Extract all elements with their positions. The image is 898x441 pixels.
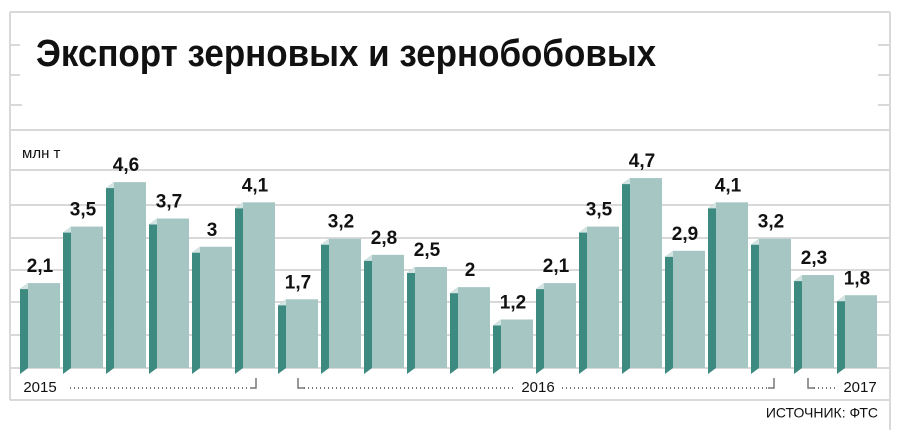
bar-side xyxy=(622,178,630,374)
period-bracket xyxy=(807,378,814,389)
bar-side xyxy=(149,218,157,374)
value-label: 3 xyxy=(207,220,218,241)
value-label: 2,9 xyxy=(672,224,698,245)
value-label: 2,3 xyxy=(801,248,827,269)
period-label: 2016 xyxy=(521,379,554,396)
bar xyxy=(71,226,103,368)
bar xyxy=(243,202,275,368)
bar xyxy=(329,238,361,368)
bar-side xyxy=(579,226,587,374)
bar xyxy=(28,283,60,368)
period-label: 2015 xyxy=(23,379,56,396)
bar xyxy=(802,275,834,368)
value-label: 2,5 xyxy=(414,240,441,261)
bar-side xyxy=(20,283,28,374)
value-label: 4,7 xyxy=(629,151,655,172)
value-label: 1,2 xyxy=(500,293,526,314)
value-label: 3,5 xyxy=(70,200,97,221)
value-label: 1,8 xyxy=(844,268,870,289)
bar-side xyxy=(407,267,415,374)
period-bracket xyxy=(768,378,775,389)
period-bracket xyxy=(297,378,304,389)
source: ИСТОЧНИК: ФТС xyxy=(766,405,878,421)
bar xyxy=(845,295,877,368)
value-label: 2 xyxy=(465,260,476,281)
value-label: 4,6 xyxy=(113,155,139,176)
bar xyxy=(200,246,232,368)
chart-title: Экспорт зерновых и зернобобовых xyxy=(36,32,657,75)
unit-label: млн т xyxy=(22,145,61,162)
bar xyxy=(673,250,705,368)
bar xyxy=(157,218,189,368)
bar xyxy=(114,182,146,368)
bar-side xyxy=(665,250,673,374)
bar-side xyxy=(751,238,759,374)
bar xyxy=(587,226,619,368)
value-label: 2,1 xyxy=(543,256,570,277)
bar-side xyxy=(235,202,243,374)
value-label: 4,1 xyxy=(242,175,269,196)
bar-side xyxy=(794,275,802,374)
bar xyxy=(286,299,318,368)
bar-side xyxy=(708,202,716,374)
value-label: 2,8 xyxy=(371,228,397,249)
bar xyxy=(759,238,791,368)
value-label: 3,2 xyxy=(758,212,784,233)
value-label: 4,1 xyxy=(715,175,742,196)
bar xyxy=(415,267,447,368)
bar-side xyxy=(364,254,372,374)
value-label: 3,7 xyxy=(156,192,182,213)
bar-side xyxy=(321,238,329,374)
bar-side xyxy=(278,299,286,374)
value-label: 3,2 xyxy=(328,212,354,233)
bar-side xyxy=(450,287,458,374)
value-label: 3,5 xyxy=(586,200,613,221)
bar-side xyxy=(63,226,71,374)
bar xyxy=(458,287,490,368)
bar-side xyxy=(536,283,544,374)
bar-side xyxy=(192,246,200,374)
title-backdrop xyxy=(20,30,780,80)
bar-side xyxy=(106,182,114,374)
bar xyxy=(716,202,748,368)
period-label: 2017 xyxy=(843,379,876,396)
bar xyxy=(372,254,404,368)
value-label: 1,7 xyxy=(285,272,311,293)
bar xyxy=(501,319,533,368)
bar xyxy=(544,283,576,368)
bar-side xyxy=(493,319,501,374)
bar-side xyxy=(837,295,845,374)
period-bracket xyxy=(250,378,257,389)
bar xyxy=(630,178,662,368)
value-label: 2,1 xyxy=(27,256,54,277)
